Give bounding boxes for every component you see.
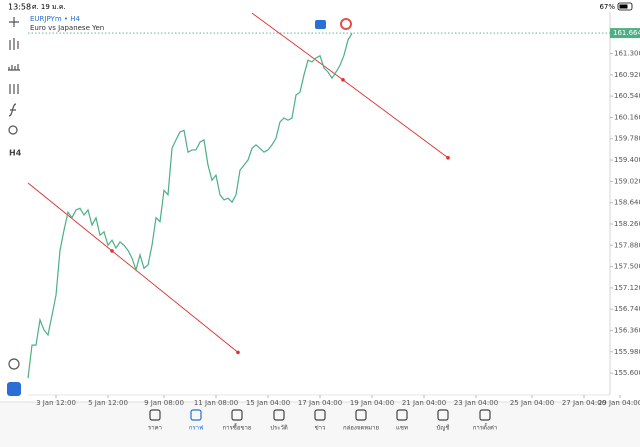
x-tick-label: 23 Jan 04:00 bbox=[454, 399, 498, 407]
tab-label[interactable]: การตั้งค่า bbox=[473, 422, 497, 432]
tab-icon[interactable] bbox=[149, 409, 161, 421]
trendline-point bbox=[341, 78, 345, 82]
y-tick-label: 155.600 bbox=[614, 369, 640, 377]
battery-icon bbox=[617, 2, 633, 11]
tab-icon[interactable] bbox=[190, 409, 202, 421]
tab-label[interactable]: ประวัติ bbox=[270, 425, 288, 432]
trade-button[interactable] bbox=[7, 382, 21, 396]
symbol-subtitle: Euro vs Japanese Yen bbox=[30, 24, 104, 32]
y-tick-label: 155.980 bbox=[614, 348, 640, 356]
y-tick-label: 159.020 bbox=[614, 177, 640, 185]
zoom-tool[interactable] bbox=[8, 358, 20, 370]
x-tick-label: 17 Jan 04:00 bbox=[298, 399, 342, 407]
y-tick-label: 157.500 bbox=[614, 263, 640, 271]
x-tick-label: 27 Jan 04:00 bbox=[562, 399, 606, 407]
tab-icon[interactable] bbox=[479, 409, 491, 421]
trendline-point bbox=[236, 350, 240, 355]
x-tick-label: 11 Jan 08:00 bbox=[194, 399, 238, 407]
tab-label[interactable]: ข่าว bbox=[315, 425, 326, 432]
trendline bbox=[27, 182, 239, 353]
tab-icon[interactable] bbox=[231, 409, 243, 421]
y-tick-label: 159.780 bbox=[614, 135, 640, 143]
status-time: 13:58 bbox=[8, 3, 31, 12]
tab-label[interactable]: บัญชี bbox=[437, 424, 450, 432]
x-tick-label: 25 Jan 04:00 bbox=[510, 399, 554, 407]
tab-label[interactable]: แชท bbox=[396, 425, 408, 432]
x-tick-label: 5 Jan 12:00 bbox=[88, 399, 128, 407]
shapes-tool[interactable] bbox=[8, 125, 18, 135]
tab-icon[interactable] bbox=[437, 409, 449, 421]
sell-icon[interactable] bbox=[340, 18, 352, 30]
trendline bbox=[251, 12, 449, 159]
y-tick-label: 158.640 bbox=[614, 199, 640, 207]
tab-label[interactable]: กราฟ bbox=[189, 425, 203, 432]
current-price-box bbox=[610, 28, 640, 39]
y-tick-label: 161.300 bbox=[614, 49, 640, 57]
y-tick-label: 157.120 bbox=[614, 284, 640, 292]
x-tick-label: 9 Jan 08:00 bbox=[144, 399, 184, 407]
trendline-point bbox=[110, 249, 114, 253]
y-tick-label: 160.540 bbox=[614, 92, 640, 100]
left-toolbar bbox=[8, 17, 20, 370]
status-battery: 67% bbox=[599, 3, 615, 11]
symbol-title[interactable]: EURJPYm • H4 bbox=[30, 15, 80, 23]
x-tick-label: 21 Jan 04:00 bbox=[402, 399, 446, 407]
tab-label[interactable]: ราคา bbox=[148, 425, 162, 432]
battery-level bbox=[619, 4, 628, 9]
current-price-label: 161.664 bbox=[613, 29, 640, 37]
tab-label[interactable]: กล่องจดหมาย bbox=[343, 425, 379, 432]
x-tick-label: 3 Jan 12:00 bbox=[36, 399, 76, 407]
buy-icon[interactable] bbox=[315, 20, 326, 29]
trendline-point bbox=[446, 155, 450, 160]
y-tick-label: 156.740 bbox=[614, 305, 640, 313]
crosshair-tool[interactable] bbox=[9, 17, 19, 27]
chart-type-tool[interactable] bbox=[9, 38, 19, 50]
indicators-tool[interactable] bbox=[8, 64, 20, 71]
y-tick-label: 158.260 bbox=[614, 220, 640, 228]
tab-icon[interactable] bbox=[314, 409, 326, 421]
tab-icon[interactable] bbox=[273, 409, 285, 421]
y-tick-label: 160.160 bbox=[614, 113, 640, 121]
tab-icon[interactable] bbox=[396, 409, 408, 421]
price-line bbox=[27, 33, 353, 379]
function-tool[interactable] bbox=[8, 103, 17, 117]
tab-icon[interactable] bbox=[355, 409, 367, 421]
y-tick-label: 159.400 bbox=[614, 156, 640, 164]
timeframe-button[interactable]: H4 bbox=[9, 149, 22, 158]
y-tick-label: 156.360 bbox=[614, 327, 640, 335]
x-tick-label: 29 Jan 04:00 bbox=[598, 399, 640, 407]
objects-tool[interactable] bbox=[9, 84, 19, 94]
status-date: ศ. 19 ม.ค. bbox=[32, 3, 66, 11]
tab-label[interactable]: การซื้อขาย bbox=[223, 422, 252, 432]
y-tick-label: 160.920 bbox=[614, 71, 640, 79]
x-tick-label: 15 Jan 04:00 bbox=[246, 399, 290, 407]
y-tick-label: 157.880 bbox=[614, 241, 640, 249]
x-tick-label: 19 Jan 04:00 bbox=[350, 399, 394, 407]
